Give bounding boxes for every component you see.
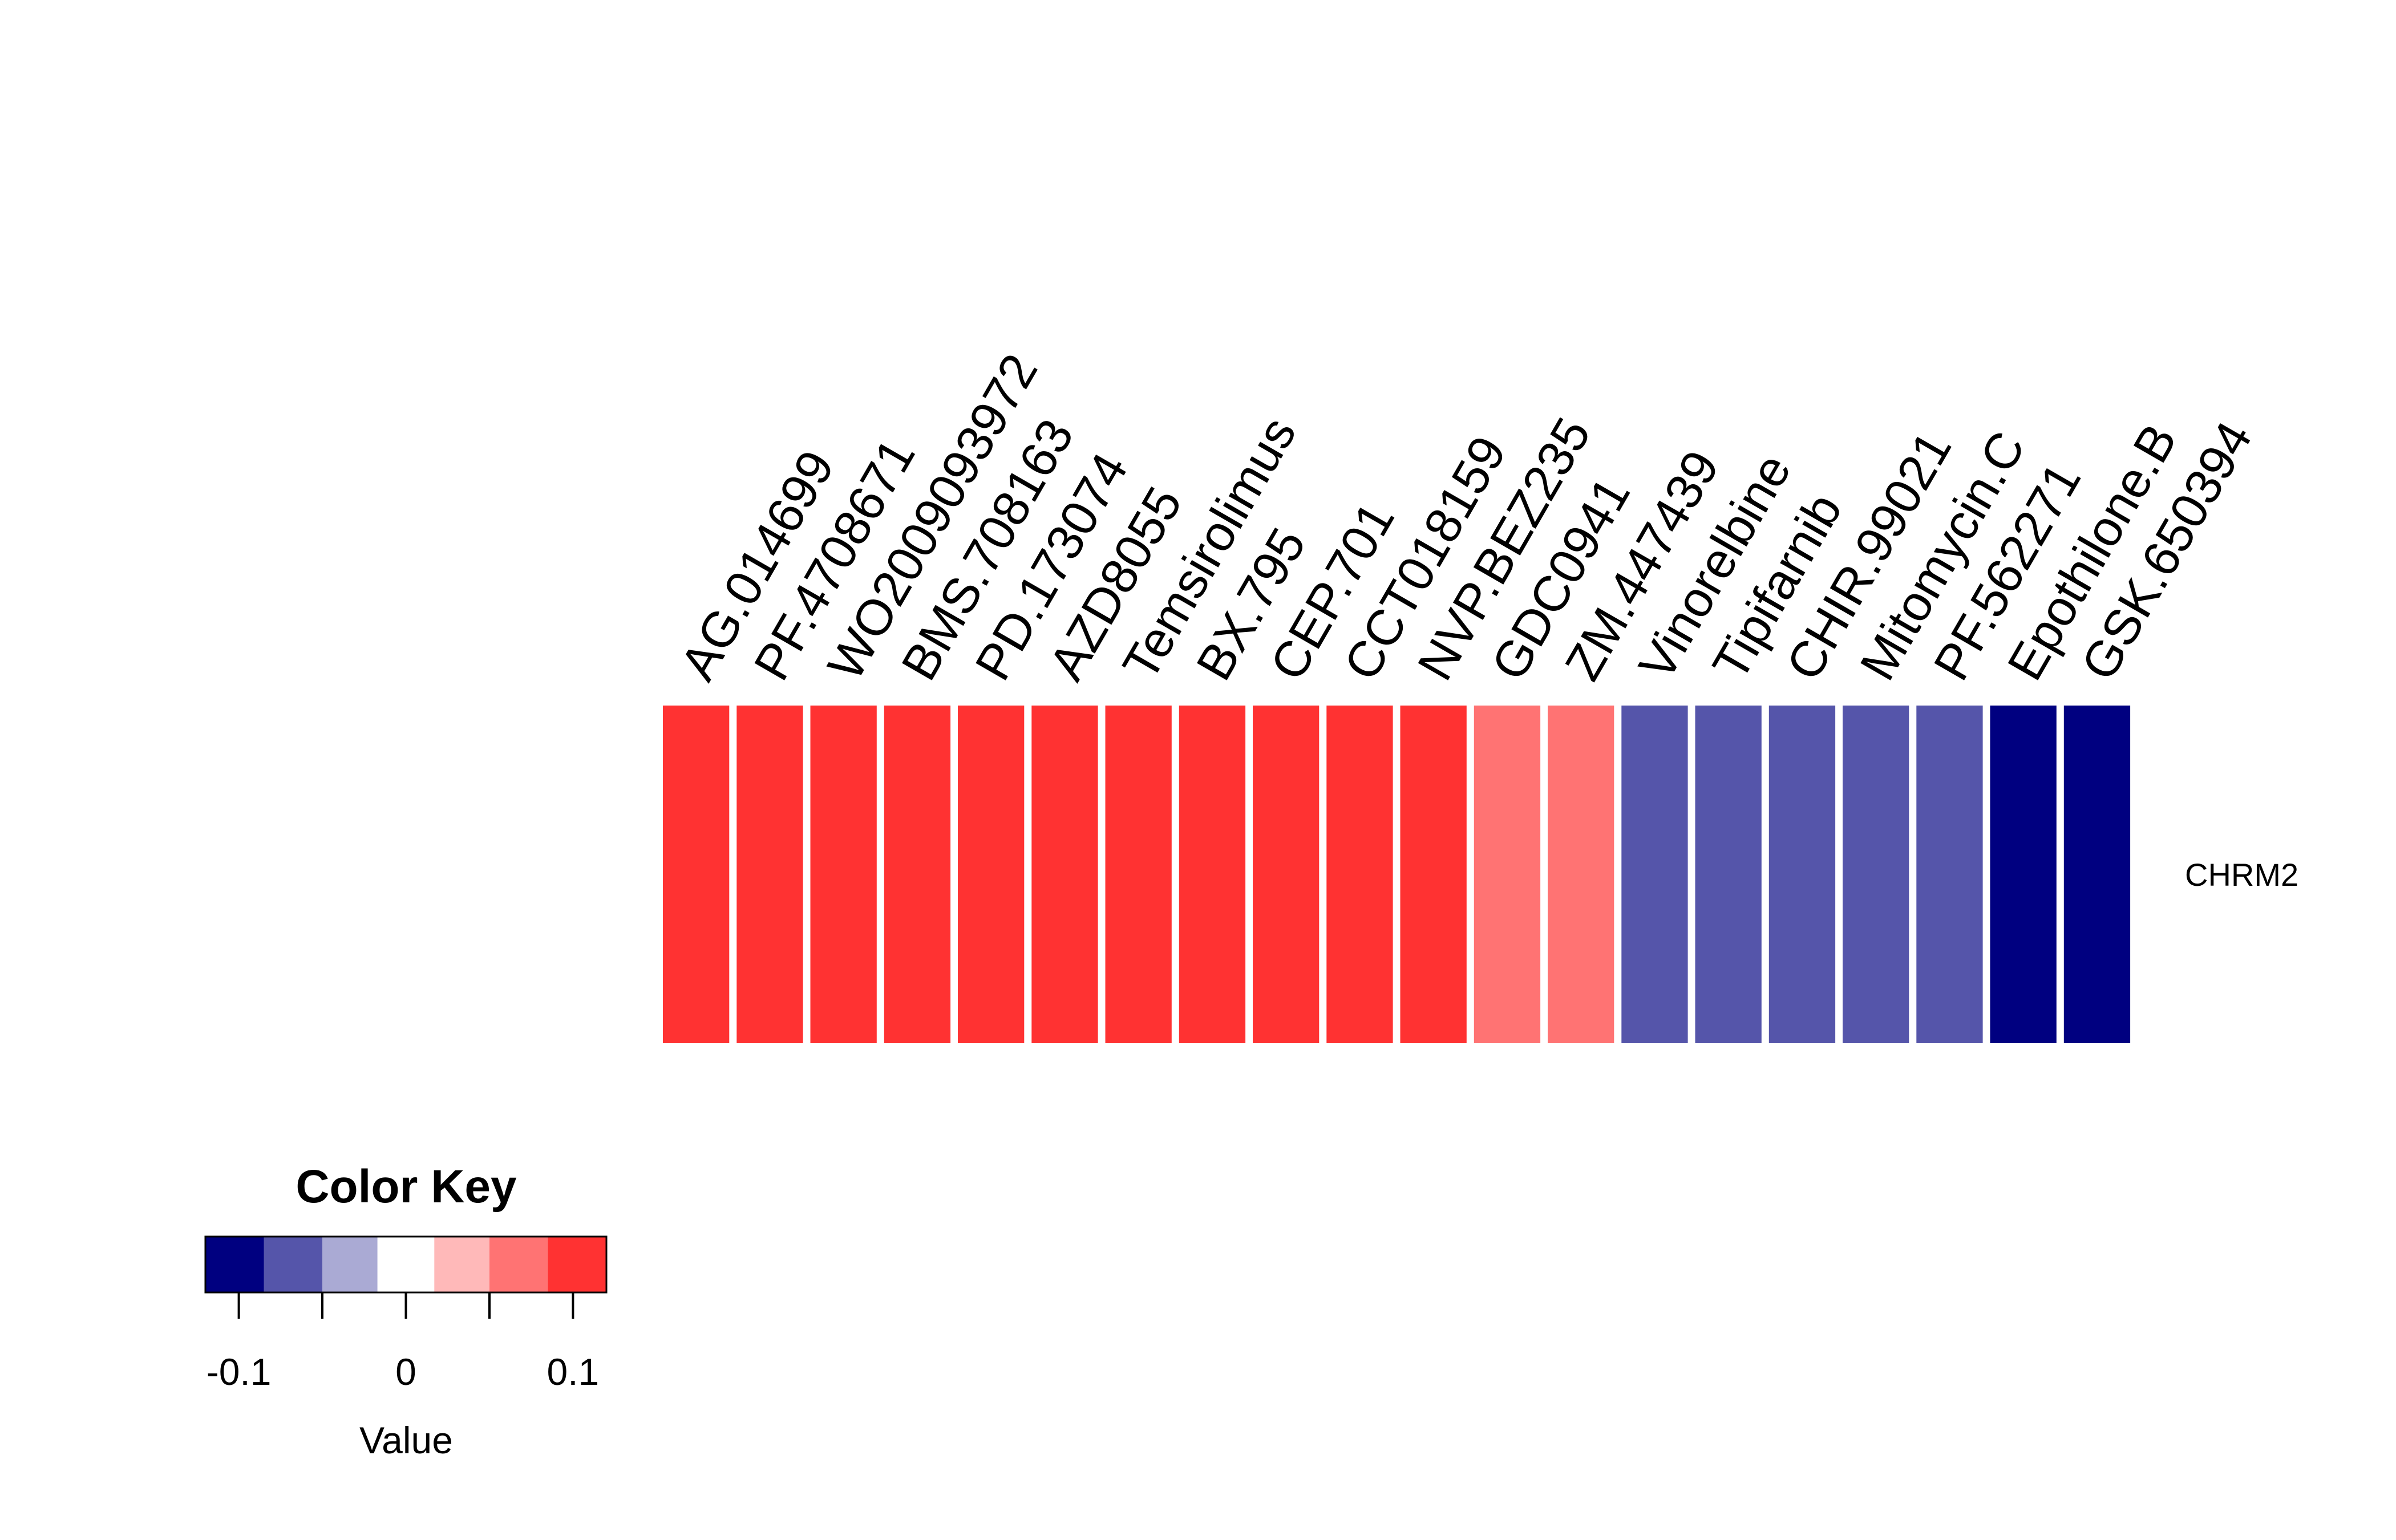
color-key-swatch bbox=[205, 1237, 264, 1292]
heatmap-cell bbox=[1621, 706, 1688, 1043]
heatmap-cell bbox=[1695, 706, 1762, 1043]
heatmap-cell bbox=[1253, 706, 1320, 1043]
heatmap-cell bbox=[958, 706, 1025, 1043]
color-key: Color Key -0.1 0 0.1 Value bbox=[204, 1161, 608, 1461]
heatmap-cells bbox=[663, 706, 2131, 1043]
heatmap-cell bbox=[1990, 706, 2057, 1043]
color-key-ticks: -0.1 0 0.1 bbox=[207, 1292, 600, 1393]
heatmap-cell bbox=[1179, 706, 1246, 1043]
row-labels: CHRM2 bbox=[2185, 857, 2298, 893]
heatmap-cell bbox=[736, 706, 803, 1043]
color-key-swatches bbox=[204, 1235, 608, 1294]
heatmap-cell bbox=[1400, 706, 1467, 1043]
color-key-tick-label: 0 bbox=[395, 1351, 416, 1393]
color-key-axis-label: Value bbox=[359, 1419, 453, 1461]
heatmap-cell bbox=[1768, 706, 1836, 1043]
heatmap-cell bbox=[1031, 706, 1098, 1043]
color-key-tick-label: -0.1 bbox=[207, 1351, 272, 1393]
heatmap-cell bbox=[2063, 706, 2131, 1043]
color-key-swatch bbox=[548, 1237, 606, 1292]
heatmap-cell bbox=[1843, 706, 1909, 1043]
column-labels: AG.014699PF.4708671WO2009093972BMS.70816… bbox=[669, 345, 2263, 690]
heatmap-cell bbox=[884, 706, 951, 1043]
heatmap-cell bbox=[1474, 706, 1541, 1043]
color-key-swatch bbox=[489, 1237, 548, 1292]
color-key-title: Color Key bbox=[296, 1161, 517, 1213]
color-key-swatch bbox=[377, 1237, 435, 1292]
heatmap-cell bbox=[1916, 706, 1983, 1043]
color-key-tick-label: 0.1 bbox=[547, 1351, 600, 1393]
heatmap-cell bbox=[810, 706, 877, 1043]
row-label: CHRM2 bbox=[2185, 857, 2298, 893]
heatmap-cell bbox=[1105, 706, 1172, 1043]
heatmap-cell bbox=[663, 706, 730, 1043]
heatmap-cell bbox=[1326, 706, 1393, 1043]
color-key-swatch bbox=[264, 1237, 322, 1292]
heatmap-cell bbox=[1548, 706, 1614, 1043]
color-key-swatch bbox=[434, 1237, 489, 1292]
color-key-swatch bbox=[322, 1237, 378, 1292]
